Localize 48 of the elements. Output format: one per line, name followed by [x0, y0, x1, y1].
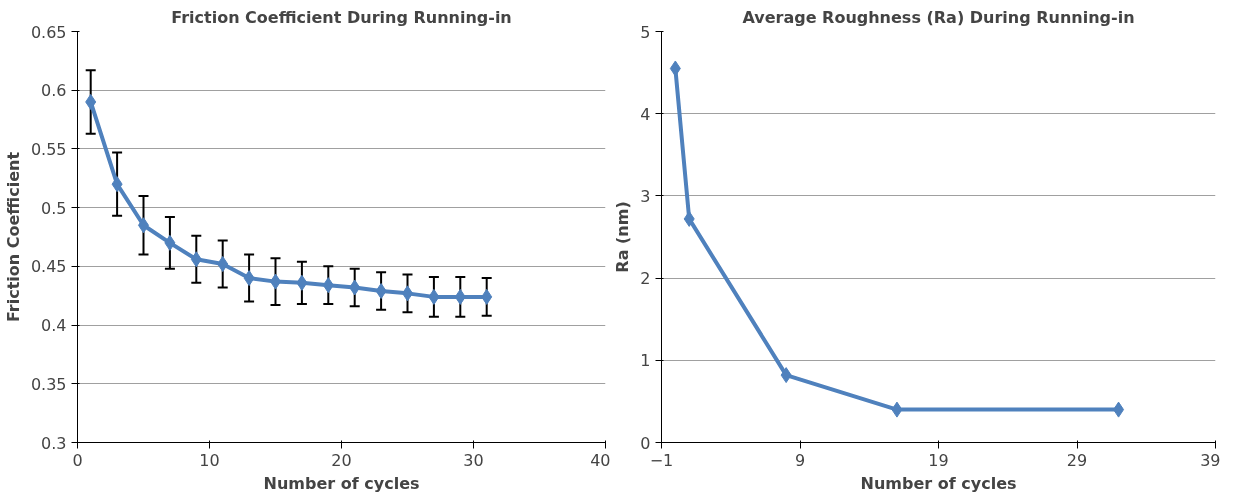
y-tick-label: 3 — [640, 186, 651, 206]
x-axis-title: Number of cycles — [263, 473, 420, 493]
point — [217, 256, 229, 273]
x-tick-label: 39 — [1200, 450, 1221, 470]
y-tick-label: 0.45 — [30, 257, 67, 277]
point — [1113, 401, 1125, 418]
y-tick-label: 0 — [640, 433, 651, 453]
y-axis-title: Ra (nm) — [613, 201, 633, 273]
point — [481, 288, 493, 305]
point — [669, 60, 681, 77]
y-tick-label: 0.3 — [41, 433, 67, 453]
point — [375, 283, 387, 300]
x-tick-label: 9 — [794, 450, 806, 470]
point — [296, 274, 308, 291]
y-tick-label: 0.4 — [41, 316, 67, 336]
chart-title: Friction Coefficient During Running-in — [171, 7, 512, 27]
y-tick-label: 5 — [640, 22, 651, 42]
x-axis-title: Number of cycles — [860, 473, 1017, 493]
y-tick-label: 0.35 — [30, 374, 67, 394]
y-tick-label: 0.5 — [41, 198, 67, 218]
x-tick-label: −1 — [649, 450, 674, 470]
x-tick-label: 0 — [72, 450, 83, 470]
point — [243, 270, 255, 287]
point — [428, 288, 440, 305]
y-axis-title: Friction Coefficient — [3, 151, 23, 323]
y-tick-label: 0.6 — [41, 81, 67, 101]
point — [322, 277, 334, 294]
y-tick-label: 1 — [640, 351, 651, 371]
y-tick-label: 0.55 — [30, 139, 67, 159]
point — [780, 367, 792, 384]
point — [111, 176, 123, 193]
point — [190, 251, 202, 268]
x-tick-label: 19 — [928, 450, 949, 470]
x-tick-label: 30 — [463, 450, 484, 470]
y-tick-label: 0.65 — [30, 22, 67, 42]
point — [454, 288, 466, 305]
x-tick-label: 29 — [1066, 450, 1088, 470]
point — [85, 93, 97, 110]
x-tick-label: 10 — [199, 450, 220, 470]
point — [164, 234, 176, 251]
y-tick-label: 4 — [640, 104, 651, 124]
y-tick-label: 2 — [640, 269, 651, 289]
x-tick-label: 40 — [590, 450, 611, 470]
point — [891, 401, 903, 418]
point — [349, 279, 361, 296]
chart-title: Average Roughness (Ra) During Running-in — [742, 7, 1135, 27]
x-tick-label: 20 — [331, 450, 352, 470]
point — [683, 210, 695, 227]
